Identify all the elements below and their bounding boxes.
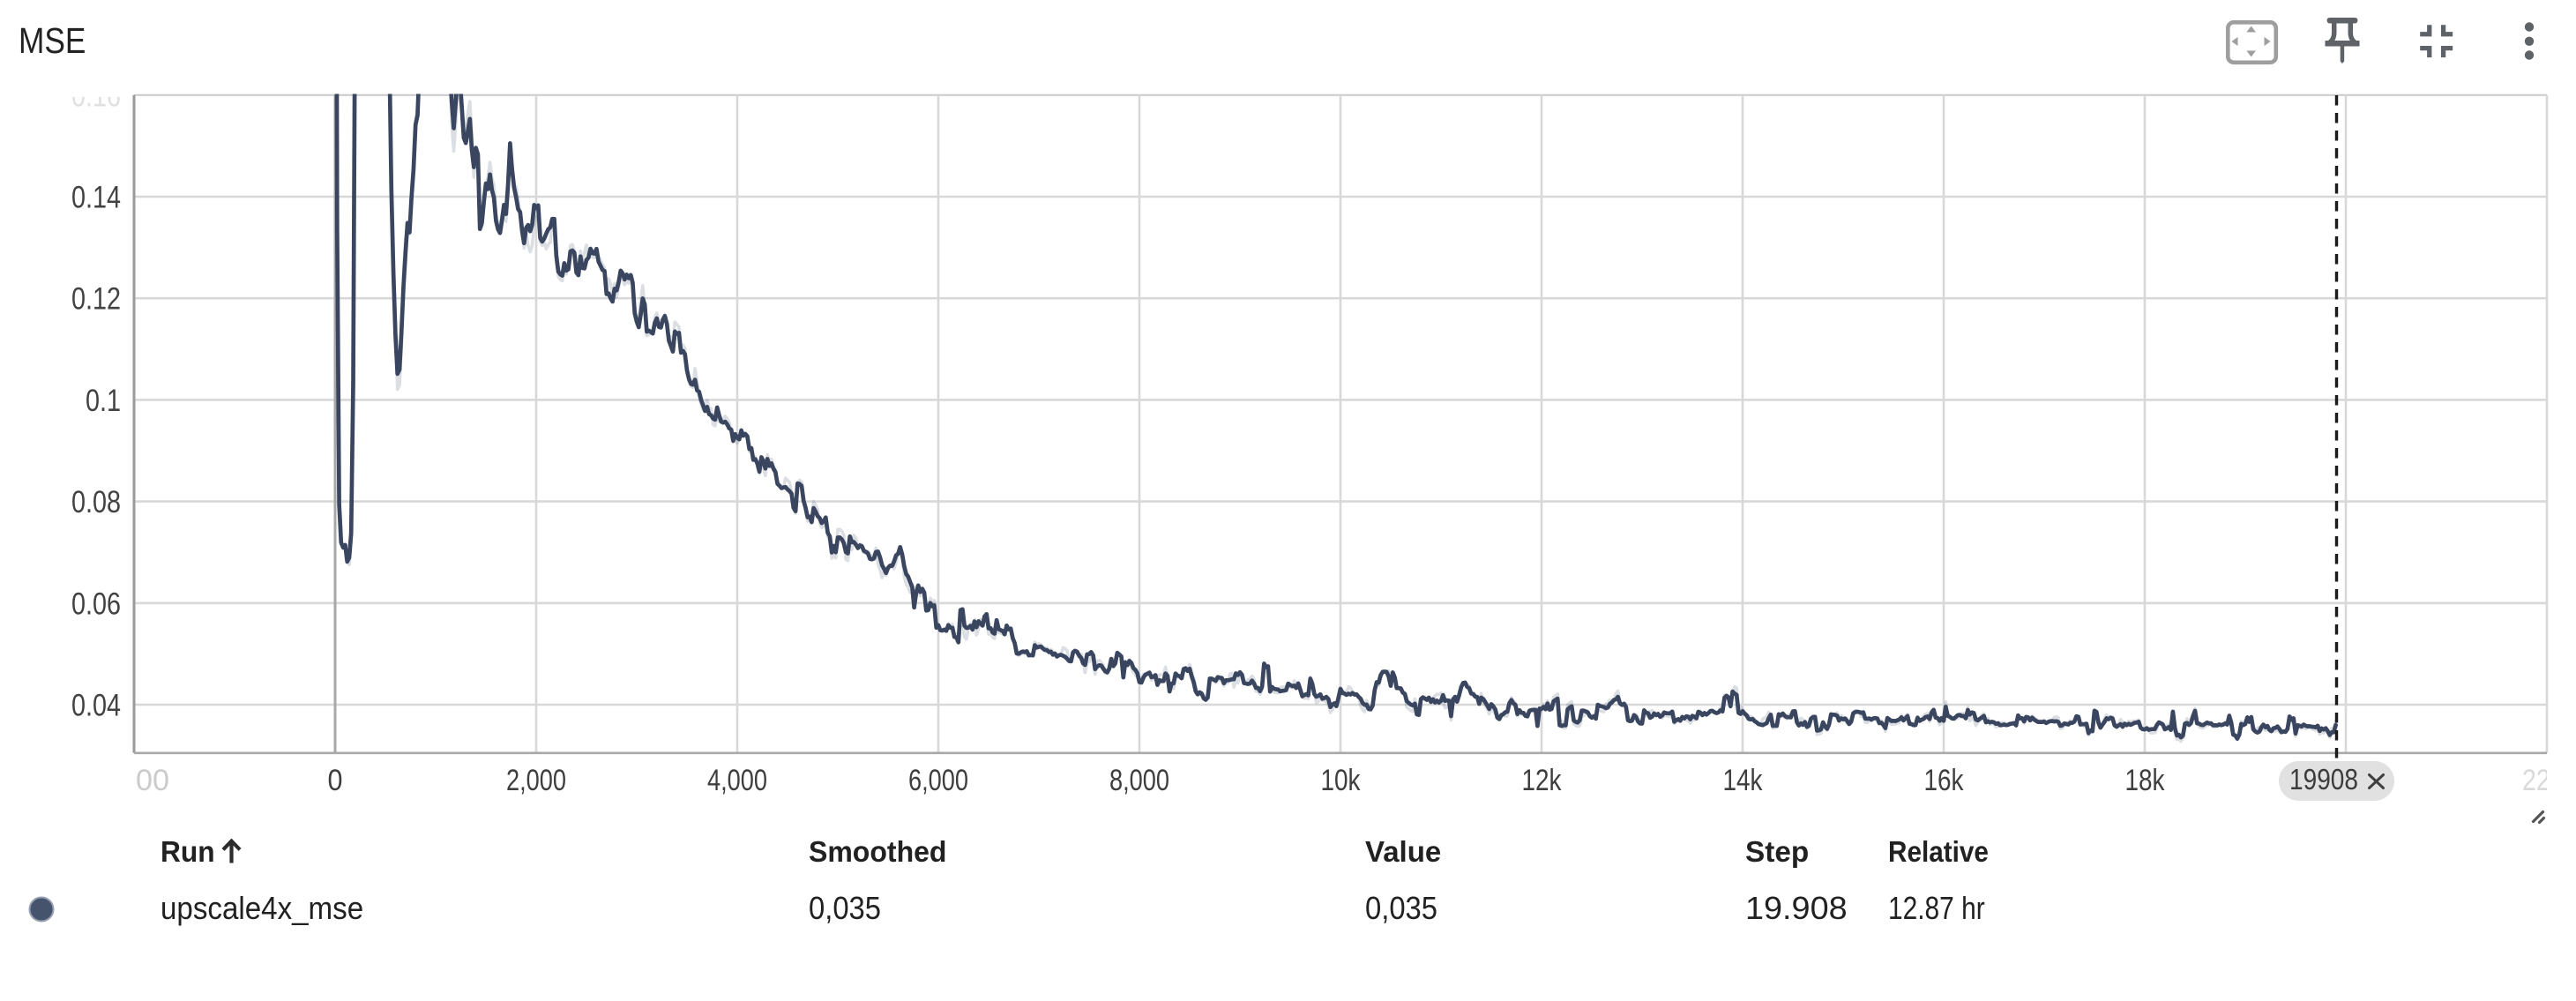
svg-text:4,000: 4,000	[707, 764, 767, 797]
svg-text:0.16: 0.16	[71, 78, 121, 113]
svg-text:8,000: 8,000	[1109, 764, 1169, 797]
svg-text:12k: 12k	[1522, 764, 1563, 797]
svg-text:0.04: 0.04	[71, 689, 121, 723]
svg-text:0.14: 0.14	[71, 181, 121, 215]
svg-text:00: 00	[136, 764, 169, 797]
svg-text:10k: 10k	[1321, 764, 1362, 797]
svg-text:0.06: 0.06	[71, 586, 121, 621]
svg-text:2,000: 2,000	[506, 764, 566, 797]
svg-text:0: 0	[328, 764, 343, 797]
svg-text:0.1: 0.1	[86, 384, 121, 418]
svg-text:6,000: 6,000	[908, 764, 968, 797]
svg-text:0.08: 0.08	[71, 485, 121, 519]
svg-text:0.12: 0.12	[71, 282, 121, 317]
svg-text:22k: 22k	[2522, 764, 2564, 797]
svg-text:18k: 18k	[2125, 764, 2166, 797]
svg-text:16k: 16k	[1924, 764, 1965, 797]
svg-text:14k: 14k	[1723, 764, 1764, 797]
